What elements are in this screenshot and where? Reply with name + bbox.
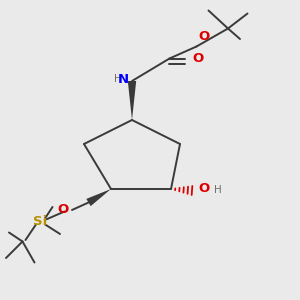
- Text: O: O: [198, 182, 209, 196]
- Text: O: O: [198, 31, 209, 44]
- Text: H: H: [114, 74, 122, 85]
- Polygon shape: [86, 189, 111, 206]
- Text: H: H: [214, 184, 221, 195]
- Polygon shape: [128, 81, 136, 120]
- Text: O: O: [192, 52, 203, 65]
- Text: N: N: [118, 73, 129, 86]
- Text: Si: Si: [33, 215, 48, 228]
- Text: O: O: [58, 202, 69, 216]
